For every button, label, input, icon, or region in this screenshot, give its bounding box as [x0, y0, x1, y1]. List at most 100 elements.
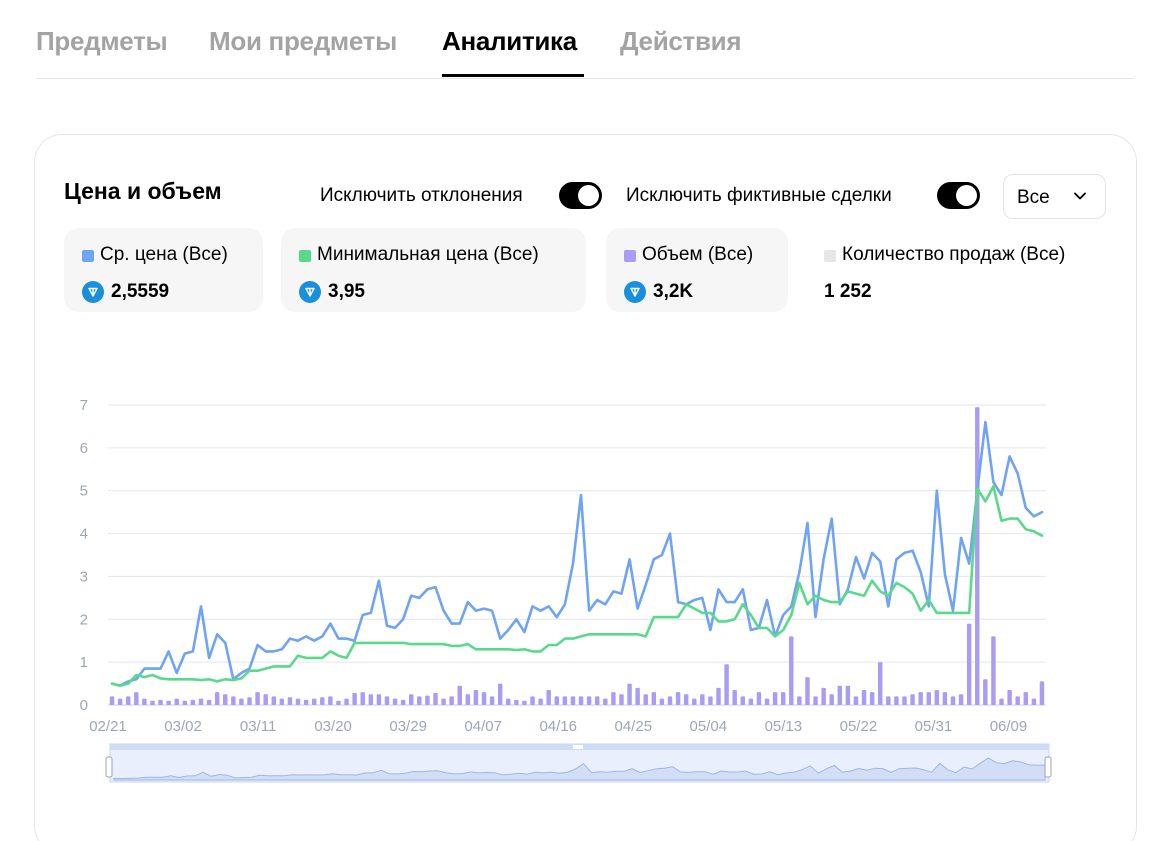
volume-bar	[109, 696, 115, 705]
volume-bar	[627, 683, 632, 705]
volume-bar	[255, 692, 260, 705]
volume-bar	[829, 694, 834, 705]
volume-bar	[902, 696, 907, 705]
volume-bar	[692, 698, 697, 705]
zoom-preview-area	[113, 757, 1046, 781]
avg-price-line	[110, 420, 1044, 688]
zoom-grip[interactable]	[573, 745, 583, 749]
volume-bar	[425, 695, 430, 705]
volume-bar	[522, 700, 527, 705]
x-tick-label: 06/09	[990, 718, 1028, 735]
volume-bar	[813, 696, 818, 705]
volume-bar	[134, 692, 139, 705]
volume-bar	[910, 694, 915, 705]
volume-bar	[586, 696, 592, 705]
stat-value: 1 252	[824, 281, 872, 302]
volume-bar	[489, 696, 495, 705]
volume-bar	[239, 698, 244, 705]
volume-bar	[117, 698, 123, 705]
volume-bar	[594, 696, 600, 705]
tab-analytics[interactable]: Аналитика	[442, 26, 577, 56]
x-tick-label: 05/31	[915, 718, 953, 735]
x-tick-label: 04/07	[464, 718, 502, 735]
toggle-knob	[956, 185, 977, 206]
stat-min-price: Минимальная цена (Все) 3,95	[281, 228, 586, 312]
volume-bar	[894, 696, 899, 705]
volume-bar	[352, 693, 357, 705]
volume-bar	[659, 698, 665, 705]
volume-bar	[732, 690, 737, 705]
x-tick-label: 05/04	[690, 718, 728, 735]
x-tick-label: 03/02	[164, 718, 202, 735]
volume-bar	[886, 696, 891, 705]
y-tick-label: 7	[80, 397, 88, 414]
x-tick-label: 04/25	[615, 718, 653, 735]
volume-bar	[780, 692, 786, 705]
volume-bar	[384, 696, 390, 705]
volume-bar	[619, 694, 624, 705]
volume-bar	[190, 699, 196, 705]
volume-bar	[497, 683, 503, 705]
x-tick-label: 03/11	[240, 718, 276, 735]
volume-bar	[376, 694, 382, 705]
ton-coin-icon	[82, 281, 104, 303]
volume-bar	[1031, 698, 1037, 705]
volume-bar	[465, 694, 471, 705]
volume-bar	[336, 700, 341, 705]
volume-bar	[683, 694, 689, 705]
legend-swatch-volume	[624, 250, 636, 262]
volume-bar	[878, 662, 883, 705]
x-tick-label: 02/21	[89, 718, 127, 735]
volume-bar	[182, 700, 188, 705]
volume-bar	[231, 696, 236, 705]
volume-bar	[756, 692, 762, 705]
volume-bar	[247, 697, 252, 705]
y-tick-label: 0	[80, 697, 88, 714]
volume-bar	[295, 698, 301, 705]
volume-bar	[166, 700, 171, 705]
volume-bar	[797, 696, 802, 705]
stat-label: Объем (Все)	[642, 244, 754, 265]
volume-bar	[457, 685, 462, 705]
volume-bar	[861, 690, 867, 705]
zoom-handle-right[interactable]	[1044, 756, 1052, 778]
zoom-slider[interactable]	[105, 743, 1052, 783]
exclude-wash-trades-toggle[interactable]	[937, 182, 980, 209]
volume-bar	[150, 700, 155, 705]
volume-bar	[789, 636, 794, 705]
stat-value: 3,95	[328, 281, 365, 302]
stat-sales-count: Количество продаж (Все) 1 252	[806, 228, 1106, 312]
volume-bar	[433, 693, 438, 705]
y-tick-label: 2	[80, 611, 88, 628]
volume-bar	[643, 694, 648, 705]
volume-bar	[651, 692, 657, 705]
y-tick-label: 6	[80, 440, 88, 457]
ton-coin-icon	[299, 281, 321, 303]
exclude-outliers-toggle[interactable]	[559, 182, 602, 209]
zoom-handle-left[interactable]	[105, 756, 113, 778]
card-title: Цена и объем	[64, 178, 222, 204]
x-tick-label: 03/29	[389, 718, 427, 735]
volume-bar	[603, 698, 608, 705]
volume-bar	[716, 687, 721, 705]
volume-bar	[223, 694, 228, 705]
volume-bar	[740, 696, 745, 705]
volume-bar	[1039, 681, 1045, 705]
tab-my-items[interactable]: Мои предметы	[209, 26, 397, 56]
volume-bar	[400, 699, 406, 705]
tab-actions[interactable]: Действия	[620, 26, 742, 56]
volume-bar	[837, 685, 843, 705]
volume-bar	[409, 694, 414, 705]
volume-bar	[999, 698, 1004, 705]
volume-bar	[311, 698, 317, 705]
period-select[interactable]: Все	[1003, 174, 1106, 219]
volume-bar	[975, 407, 980, 705]
volume-bar	[328, 696, 333, 705]
tab-items[interactable]: Предметы	[36, 26, 168, 56]
x-tick-label: 05/22	[840, 718, 878, 735]
tab-bar: Предметы Мои предметы Аналитика Действия	[36, 0, 1134, 79]
volume-bar	[821, 687, 826, 705]
volume-bar	[441, 698, 446, 705]
volume-bar	[918, 692, 923, 705]
